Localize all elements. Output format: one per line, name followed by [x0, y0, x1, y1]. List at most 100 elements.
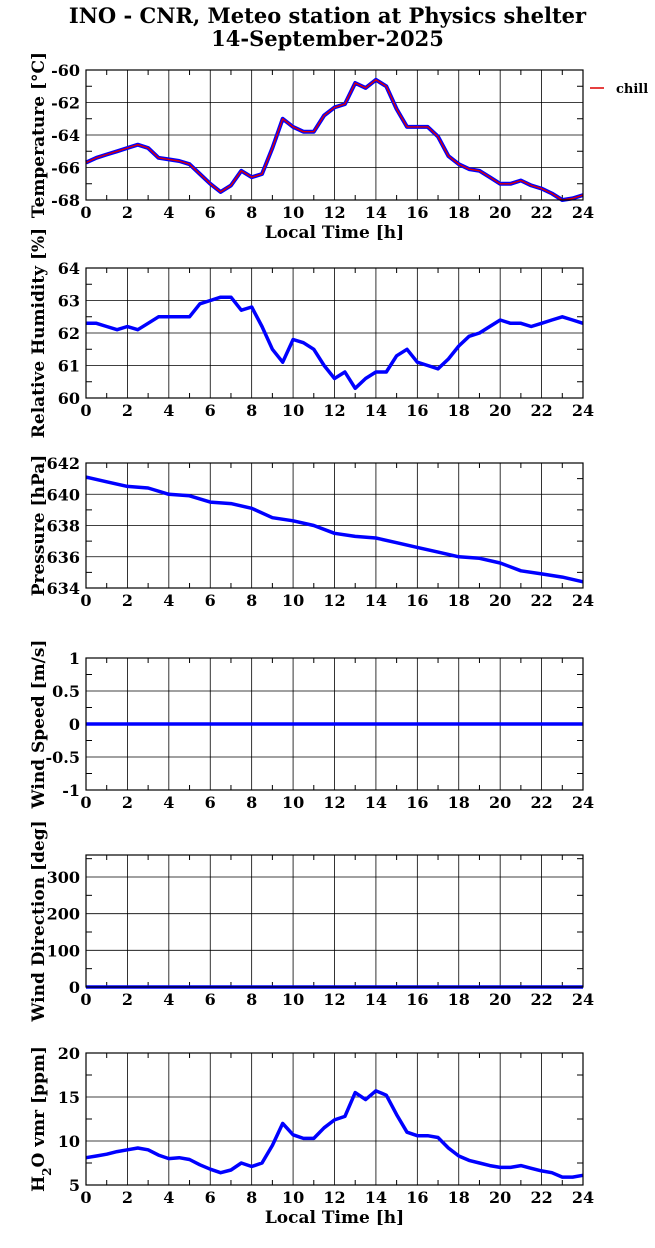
- legend-label: chill: [616, 82, 648, 97]
- y-tick-label: -60: [51, 61, 80, 80]
- x-tick-label: 20: [489, 203, 511, 222]
- y-axis-label: Pressure [hPa]: [29, 455, 49, 597]
- x-tick-label: 0: [80, 793, 91, 812]
- x-tick-label: 22: [530, 793, 552, 812]
- x-tick-label: 14: [365, 591, 387, 610]
- x-tick-label: 4: [163, 1188, 174, 1207]
- y-tick-label: -66: [51, 159, 80, 178]
- y-tick-label: 100: [47, 941, 80, 960]
- x-tick-label: 2: [122, 591, 133, 610]
- x-tick-label: 18: [448, 990, 470, 1009]
- y-tick-label: -62: [51, 94, 80, 113]
- x-tick-label: 6: [205, 401, 216, 420]
- x-tick-label: 10: [282, 990, 304, 1009]
- x-tick-label: 16: [406, 591, 428, 610]
- x-tick-label: 10: [282, 401, 304, 420]
- x-tick-label: 4: [163, 591, 174, 610]
- x-tick-label: 20: [489, 591, 511, 610]
- x-tick-label: 10: [282, 203, 304, 222]
- x-tick-label: 12: [323, 990, 345, 1009]
- x-tick-label: 2: [122, 793, 133, 812]
- x-tick-label: 12: [323, 793, 345, 812]
- y-tick-label: 1: [69, 649, 80, 668]
- x-tick-label: 18: [448, 1188, 470, 1207]
- x-tick-label: 22: [530, 401, 552, 420]
- subscript-2: 2: [40, 1167, 54, 1175]
- plot-frame: [85, 267, 584, 399]
- chill-series-line: [85, 79, 584, 201]
- x-tick-label: 6: [205, 591, 216, 610]
- x-tick-label: 6: [205, 990, 216, 1009]
- x-tick-label: 22: [530, 591, 552, 610]
- x-axis-label: Local Time [h]: [265, 223, 404, 243]
- x-tick-label: 18: [448, 793, 470, 812]
- y-tick-label: 634: [47, 579, 80, 598]
- x-tick-label: 8: [246, 591, 257, 610]
- x-tick-label: 12: [323, 1188, 345, 1207]
- x-tick-label: 0: [80, 990, 91, 1009]
- x-tick-label: 16: [406, 401, 428, 420]
- x-tick-label: 12: [323, 401, 345, 420]
- y-tick-label: 63: [58, 292, 80, 311]
- x-tick-label: 2: [122, 401, 133, 420]
- x-tick-label: 4: [163, 990, 174, 1009]
- x-tick-label: 16: [406, 793, 428, 812]
- x-tick-label: 4: [163, 401, 174, 420]
- x-tick-label: 14: [365, 203, 387, 222]
- y-tick-label: 200: [47, 905, 80, 924]
- x-tick-label: 8: [246, 401, 257, 420]
- y-tick-label: -68: [51, 191, 80, 210]
- y-tick-label: 20: [58, 1044, 80, 1063]
- x-tick-label: 16: [406, 1188, 428, 1207]
- x-tick-label: 16: [406, 990, 428, 1009]
- x-tick-label: 0: [80, 1188, 91, 1207]
- y-tick-label: 642: [47, 454, 80, 473]
- y-axis-label: Wind Direction [deg]: [29, 820, 49, 1022]
- plot-frame: [85, 69, 584, 201]
- y-axis-label: H2O vmr [ppm]: [29, 1046, 54, 1192]
- x-tick-label: 24: [572, 793, 594, 812]
- y-tick-label: 5: [69, 1176, 80, 1195]
- y-tick-label: -1: [62, 781, 80, 800]
- x-tick-label: 18: [448, 591, 470, 610]
- x-tick-label: 14: [365, 990, 387, 1009]
- series-line-1: [86, 295, 584, 391]
- chart-panel-2: 0 2 4 6 8 10 12 14 16 18 20 22 246061626364Relative …: [29, 228, 594, 438]
- y-tick-label: 60: [58, 389, 80, 408]
- x-tick-label: 0: [80, 591, 91, 610]
- y-tick-label: 64: [58, 259, 80, 278]
- y-tick-label: 640: [47, 485, 80, 504]
- x-tick-label: 20: [489, 401, 511, 420]
- y-tick-label: 0: [69, 715, 80, 734]
- page-subtitle: 14-September-2025: [211, 26, 444, 51]
- x-tick-label: 6: [205, 1188, 216, 1207]
- x-tick-label: 12: [323, 591, 345, 610]
- plot-frame: [85, 854, 584, 988]
- x-tick-label: 20: [489, 1188, 511, 1207]
- y-tick-label: 638: [47, 517, 80, 536]
- x-tick-label: 2: [122, 990, 133, 1009]
- x-tick-label: 24: [572, 401, 594, 420]
- y-axis-label: Temperature [°C]: [29, 52, 49, 218]
- x-tick-label: 24: [572, 1188, 594, 1207]
- x-tick-label: 6: [205, 793, 216, 812]
- x-tick-label: 22: [530, 1188, 552, 1207]
- chart-panel-3: 0 2 4 6 8 10 12 14 16 18 20 22 24634636638640642Pres…: [29, 454, 594, 610]
- x-tick-label: 12: [323, 203, 345, 222]
- series-line-1: [85, 1089, 584, 1179]
- y-tick-label: 0: [69, 978, 80, 997]
- legend: chill: [590, 82, 648, 97]
- y-tick-label: 636: [47, 548, 80, 567]
- x-tick-label: 2: [122, 1188, 133, 1207]
- plot-frame: [85, 1052, 584, 1186]
- y-tick-label: 61: [58, 357, 80, 376]
- x-tick-label: 24: [572, 203, 594, 222]
- x-tick-label: 14: [365, 793, 387, 812]
- title-block: INO - CNR, Meteo station at Physics shel…: [0, 4, 655, 50]
- y-tick-label: 300: [47, 868, 80, 887]
- x-tick-label: 10: [282, 793, 304, 812]
- x-tick-label: 22: [530, 203, 552, 222]
- x-tick-label: 14: [365, 401, 387, 420]
